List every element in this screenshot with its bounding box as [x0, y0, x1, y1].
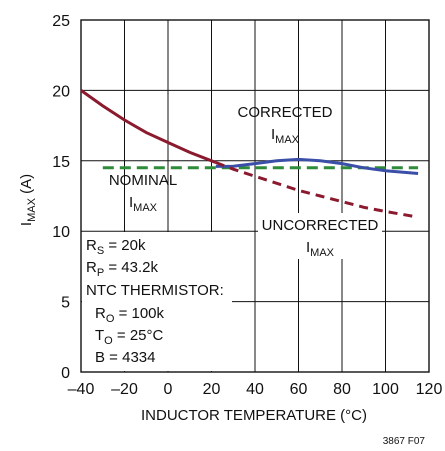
y-tick-label: 25: [52, 13, 70, 30]
x-tick-label: –40: [68, 381, 95, 398]
annotation-line: RO = 100k: [95, 305, 165, 325]
annotation-background: [82, 232, 232, 371]
grid-lines: [81, 20, 429, 372]
curve-label-line: CORRECTED: [237, 104, 332, 121]
x-tick-label: 20: [203, 381, 221, 398]
x-tick-label: 120: [416, 381, 443, 398]
label-background: [258, 213, 382, 259]
series-line-solid: [80, 89, 217, 164]
curve-label-line: UNCORRECTED: [262, 217, 379, 234]
curve-label-line: IMAX: [129, 194, 158, 214]
curve-label-line: IMAX: [271, 126, 300, 146]
y-tick-label: 15: [52, 154, 70, 171]
annotation-line: TO = 25°C: [95, 327, 164, 347]
plot-frame: [80, 19, 430, 373]
annotation-line: RP = 43.2k: [86, 259, 158, 279]
annotation-line: B = 4334: [95, 349, 155, 366]
tick-labels: –40 –20 0 20 40 60 80 100 120 0 5 10 15 20 25: [52, 13, 442, 398]
annotation-line: NTC THERMISTOR:: [86, 282, 224, 299]
series-line: [215, 157, 419, 175]
series-line-dashed: [215, 161, 419, 219]
series-layer: [80, 89, 419, 219]
x-tick-label: 0: [164, 381, 173, 398]
x-tick-label: –20: [111, 381, 138, 398]
figure-id: 3867 F07: [383, 436, 426, 447]
y-axis-label: IMAX (A): [18, 174, 38, 226]
x-tick-label: 80: [333, 381, 351, 398]
curve-label-line: IMAX: [306, 239, 335, 259]
curve-label-line: NOMINAL: [109, 172, 177, 189]
x-axis-label: INDUCTOR TEMPERATURE (°C): [141, 407, 367, 424]
y-tick-label: 5: [61, 295, 70, 312]
x-tick-label: 40: [246, 381, 264, 398]
y-tick-label: 20: [52, 83, 70, 100]
x-tick-label: 60: [290, 381, 308, 398]
y-tick-label: 0: [61, 365, 70, 382]
curve-labels: NOMINAL IMAX CORRECTED IMAX UNCORRECTED IMAX: [109, 104, 382, 259]
annotation-line: RS = 20k: [86, 237, 146, 257]
y-tick-label: 10: [52, 224, 70, 241]
x-tick-label: 100: [372, 381, 399, 398]
